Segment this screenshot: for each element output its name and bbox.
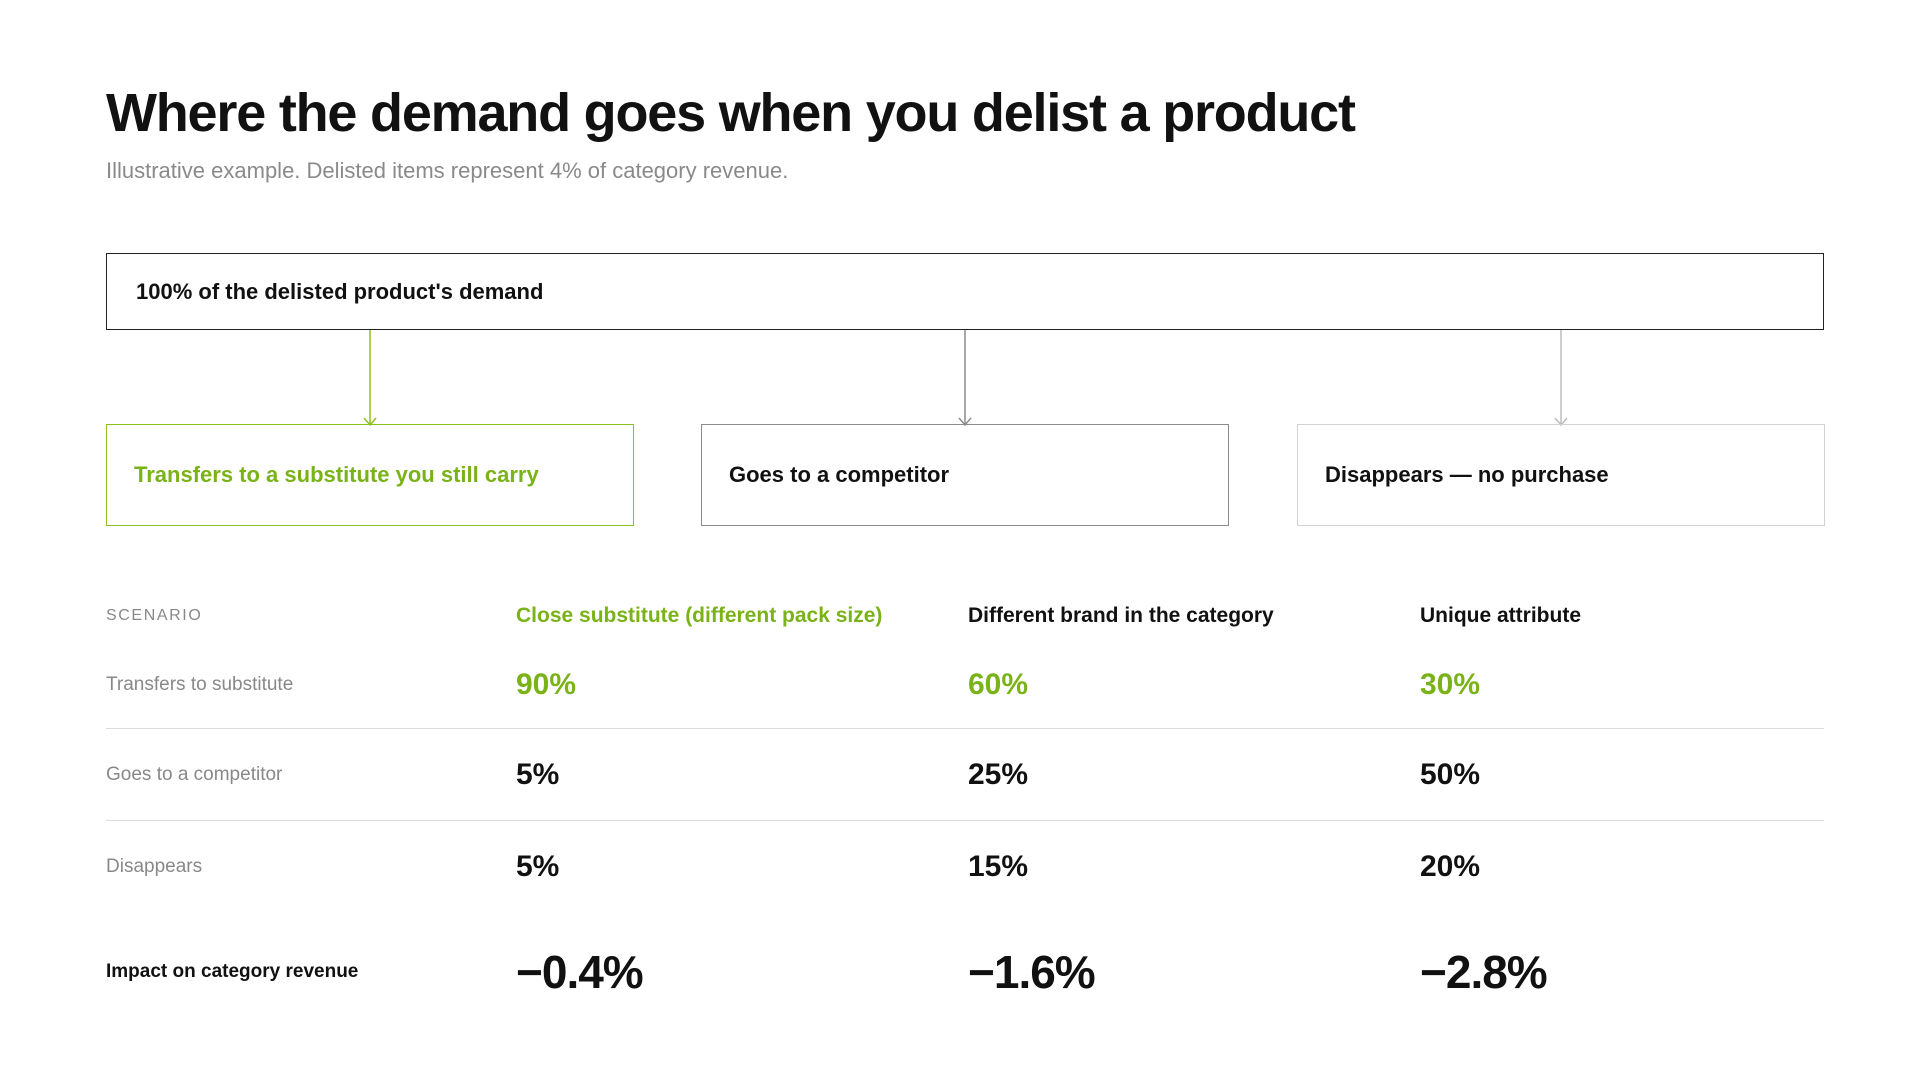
branch-label-substitute: Transfers to a substitute you still carr… bbox=[134, 462, 539, 487]
row-label-transfers: Transfers to substitute bbox=[106, 674, 294, 695]
table-header-row: SCENARIO Close substitute (different pac… bbox=[106, 590, 1824, 642]
header-unique-attribute: Unique attribute bbox=[1420, 604, 1581, 627]
impact-brand: −1.6% bbox=[968, 946, 1096, 998]
branch-box-substitute: Transfers to a substitute you still carr… bbox=[106, 424, 634, 526]
impact-close: −0.4% bbox=[516, 946, 644, 998]
connector-disappears bbox=[1554, 330, 1568, 427]
cell-transfers-brand: 60% bbox=[968, 668, 1029, 701]
row-label-disappears: Disappears bbox=[106, 855, 203, 877]
table-row-disappears: Disappears 5% 15% 20% bbox=[106, 821, 1824, 912]
table-row-impact: Impact on category revenue −0.4% −1.6% −… bbox=[106, 912, 1824, 1032]
cell-transfers-close: 90% bbox=[516, 668, 577, 701]
cell-competitor-unique: 50% bbox=[1420, 757, 1481, 791]
cell-disappears-unique: 20% bbox=[1420, 849, 1481, 883]
header-scenario-label: SCENARIO bbox=[106, 607, 203, 624]
row-label-impact: Impact on category revenue bbox=[106, 961, 359, 982]
cell-disappears-close: 5% bbox=[516, 849, 560, 883]
page-title: Where the demand goes when you delist a … bbox=[106, 83, 1356, 143]
connector-substitute bbox=[363, 330, 377, 427]
table-row-competitor: Goes to a competitor 5% 25% 50% bbox=[106, 729, 1824, 821]
scenario-table: SCENARIO Close substitute (different pac… bbox=[106, 590, 1824, 1032]
table-row-transfers: Transfers to substitute 90% 60% 30% bbox=[106, 642, 1824, 729]
impact-unique: −2.8% bbox=[1420, 946, 1548, 998]
row-label-competitor: Goes to a competitor bbox=[106, 763, 283, 785]
cell-transfers-unique: 30% bbox=[1420, 668, 1481, 701]
branch-box-competitor: Goes to a competitor bbox=[701, 424, 1229, 526]
connector-competitor bbox=[958, 330, 972, 427]
root-demand-label: 100% of the delisted product's demand bbox=[136, 278, 544, 304]
cell-competitor-close: 5% bbox=[516, 757, 560, 791]
root-demand-box: 100% of the delisted product's demand bbox=[106, 253, 1824, 330]
cell-disappears-brand: 15% bbox=[968, 849, 1029, 883]
cell-competitor-brand: 25% bbox=[968, 757, 1029, 791]
branch-label-competitor: Goes to a competitor bbox=[729, 462, 950, 487]
header-different-brand: Different brand in the category bbox=[968, 604, 1274, 627]
branch-label-disappears: Disappears — no purchase bbox=[1325, 462, 1609, 487]
header-close-substitute: Close substitute (different pack size) bbox=[516, 604, 883, 627]
branch-box-disappears: Disappears — no purchase bbox=[1297, 424, 1825, 526]
page-subtitle: Illustrative example. Delisted items rep… bbox=[106, 158, 789, 183]
